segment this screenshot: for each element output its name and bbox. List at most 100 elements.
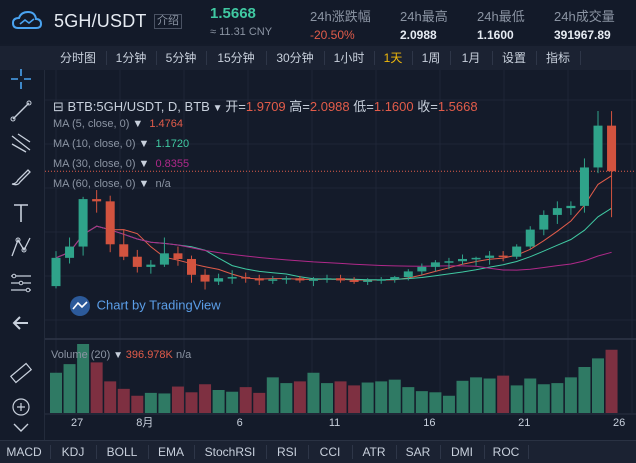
tab-settings[interactable]: 设置 <box>501 51 526 65</box>
volume-bar <box>293 381 306 413</box>
stat-value: 1.1600 <box>477 28 514 42</box>
indicator-atr[interactable]: ATR <box>362 445 386 459</box>
tab-1month[interactable]: 1月 <box>461 51 481 65</box>
candle-body <box>281 278 291 280</box>
last-price: 1.5668 <box>210 5 256 22</box>
tab-indicators[interactable]: 指标 <box>545 51 570 65</box>
x-axis-label: 11 <box>329 417 340 429</box>
price-chart[interactable]: 27 8月 6 11 16 21 26 <box>45 70 636 440</box>
candle-body <box>51 257 61 287</box>
candle-body <box>390 277 400 280</box>
tab-1week[interactable]: 1周 <box>421 51 441 65</box>
candle-body <box>539 214 549 230</box>
ma-label: MA (10, close, 0) <box>53 138 136 150</box>
volume-bar <box>334 381 347 413</box>
open-value: 1.9709 <box>245 99 286 114</box>
volume-bar <box>524 378 537 413</box>
candle-body <box>200 274 210 282</box>
stat-value: 391967.89 <box>554 28 611 42</box>
volume-value: 396.978K <box>125 349 173 361</box>
ma-value: 1.1720 <box>155 138 190 150</box>
volume-bar <box>253 392 266 413</box>
candle-body <box>376 279 386 281</box>
indicator-stochrsi[interactable]: StochRSI <box>204 445 256 459</box>
zoom-plus-icon[interactable] <box>8 394 34 420</box>
pattern-icon[interactable] <box>8 234 34 260</box>
ruler-icon[interactable] <box>8 360 34 386</box>
tab-timeline[interactable]: 分时图 <box>59 51 96 65</box>
volume-bar <box>564 377 577 413</box>
ma-label: MA (30, close, 0) <box>53 158 136 170</box>
crosshair-icon[interactable] <box>8 66 34 92</box>
indicator-sar[interactable]: SAR <box>405 445 431 459</box>
line-tool-icon[interactable] <box>8 98 34 124</box>
tab-30min[interactable]: 30分钟 <box>276 51 314 65</box>
candle-body <box>132 256 142 267</box>
stat-value: -20.50% <box>310 28 355 42</box>
indicator-roc[interactable]: ROC <box>492 445 520 459</box>
volume-bar <box>212 390 225 413</box>
indicator-ema[interactable]: EMA <box>157 445 184 459</box>
timeframe-bar: 分时图 1分钟 5分钟 15分钟 30分钟 1小时 1天 1周 1月 设置 指标 <box>0 46 636 70</box>
volume-bar <box>578 367 591 413</box>
candle-body <box>336 278 346 281</box>
x-axis-label: 27 <box>71 417 83 429</box>
ma-value: 0.8355 <box>155 158 190 170</box>
ma-value: 1.4764 <box>149 118 184 130</box>
candle-body <box>458 258 467 262</box>
volume-bar <box>280 383 293 413</box>
candle-body <box>227 277 237 279</box>
back-arrow-icon[interactable] <box>8 310 34 336</box>
tab-1day[interactable]: 1天 <box>383 51 403 65</box>
volume-bar <box>375 381 388 413</box>
volume-bar <box>510 385 523 413</box>
x-axis-label: 26 <box>613 417 625 429</box>
ohlc-legend: ⊟ BTB:5GH/USDT, D, BTB ▼ 开=1.9709 高=2.09… <box>53 99 478 114</box>
close-value: 1.5668 <box>437 99 478 114</box>
ma-label: MA (5, close, 0) <box>53 118 130 130</box>
intro-button[interactable]: 介绍 <box>154 14 182 29</box>
symbol-label: BTB:5GH/USDT, D, BTB <box>67 99 210 114</box>
drawing-toolbar <box>0 69 45 440</box>
candle-body <box>214 278 224 282</box>
tab-5min[interactable]: 5分钟 <box>165 51 197 65</box>
stat-label: 24h涨跌幅 <box>310 9 371 24</box>
tab-1min[interactable]: 1分钟 <box>115 51 147 65</box>
candle-body <box>471 257 481 260</box>
volume-bar <box>321 383 333 413</box>
indicator-kdj[interactable]: KDJ <box>61 445 85 459</box>
indicator-dmi[interactable]: DMI <box>451 445 473 459</box>
collapse-toggle-icon[interactable]: ⊟ <box>53 99 68 114</box>
fib-icon[interactable] <box>8 270 34 296</box>
ma-label: MA (60, close, 0) <box>53 178 136 190</box>
indicator-cci[interactable]: CCI <box>319 445 341 459</box>
candle-body <box>92 199 102 202</box>
ma30-legend[interactable]: MA (30, close, 0) ▼ 0.8355 <box>53 158 190 170</box>
stat-high: 24h最高 2.0988 <box>400 6 448 42</box>
volume-bar <box>537 384 550 413</box>
volume-bar <box>90 362 103 413</box>
indicator-macd[interactable]: MACD <box>6 445 42 459</box>
brush-icon[interactable] <box>8 164 34 190</box>
ma60-legend[interactable]: MA (60, close, 0) ▼ n/a <box>53 178 171 190</box>
chart-area[interactable]: 27 8月 6 11 16 21 26 ⊟ BTB:5GH/USDT, D, BTB ▼ 开… <box>45 70 636 440</box>
tab-15min[interactable]: 15分钟 <box>217 51 255 65</box>
volume-legend: Volume (20) ▼ 396.978K n/a <box>51 349 192 361</box>
collapse-chevron-icon[interactable] <box>8 414 34 440</box>
indicator-boll[interactable]: BOLL <box>106 445 138 459</box>
indicator-rsi[interactable]: RSI <box>276 445 297 459</box>
volume-bar <box>442 395 455 413</box>
text-tool-icon[interactable] <box>8 200 34 226</box>
candle-body <box>78 199 88 247</box>
stat-low: 24h最低 1.1600 <box>477 6 525 42</box>
volume-bar <box>348 385 361 413</box>
ma10-legend[interactable]: MA (10, close, 0) ▼ 1.1720 <box>53 138 190 150</box>
x-axis-label: 8月 <box>136 417 153 429</box>
candle-body <box>173 253 183 259</box>
candle-body <box>579 167 589 206</box>
stat-volume: 24h成交量 391967.89 <box>554 6 615 42</box>
candle-body <box>566 205 576 209</box>
ma5-legend[interactable]: MA (5, close, 0) ▼ 1.4764 <box>53 118 184 130</box>
tab-1hour[interactable]: 1小时 <box>333 51 365 65</box>
fork-tool-icon[interactable] <box>8 130 34 156</box>
